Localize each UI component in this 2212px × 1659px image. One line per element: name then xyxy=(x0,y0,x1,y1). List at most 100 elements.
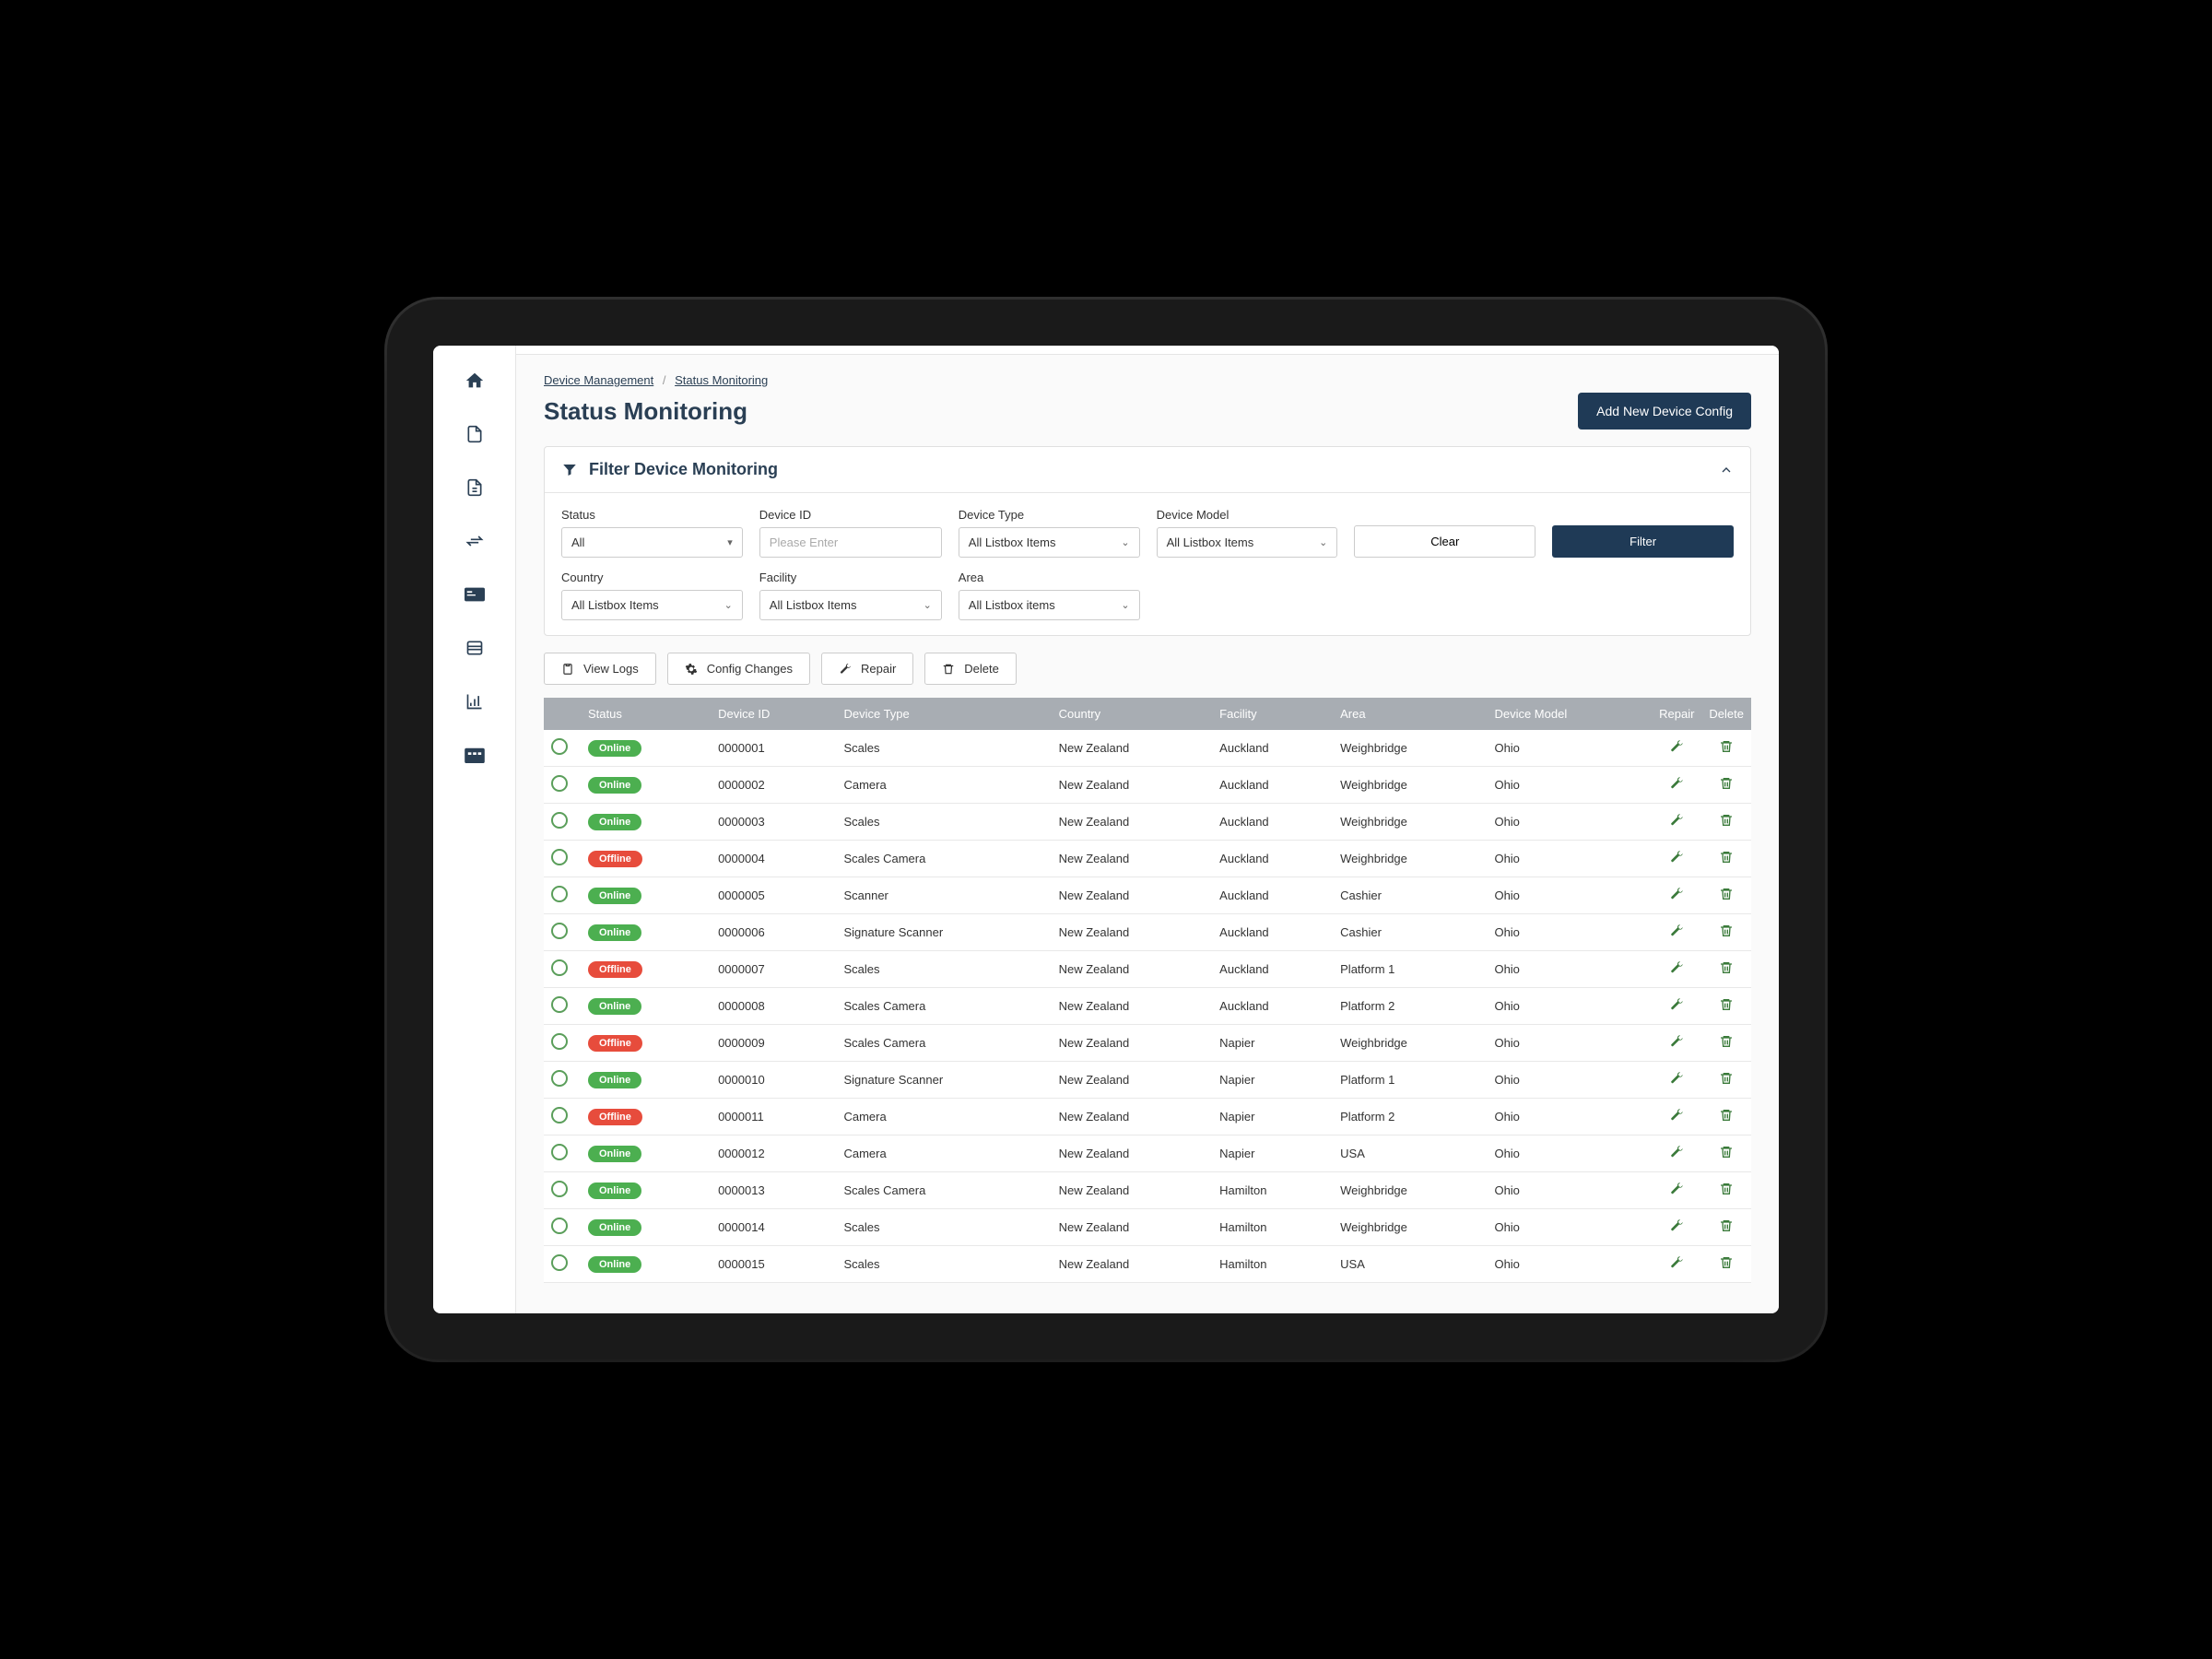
add-device-button[interactable]: Add New Device Config xyxy=(1578,393,1751,429)
facility-cell: Auckland xyxy=(1212,877,1333,914)
delete-row-button[interactable] xyxy=(1701,914,1751,951)
area-cell: Weighbridge xyxy=(1333,1025,1487,1062)
delete-row-button[interactable] xyxy=(1701,1062,1751,1099)
breadcrumb-current[interactable]: Status Monitoring xyxy=(675,373,768,387)
delete-row-button[interactable] xyxy=(1701,1209,1751,1246)
repair-row-button[interactable] xyxy=(1652,914,1701,951)
row-radio[interactable] xyxy=(551,1107,568,1124)
document-icon[interactable] xyxy=(463,422,487,446)
area-cell: Weighbridge xyxy=(1333,1209,1487,1246)
tablet-frame: Device Management / Status Monitoring St… xyxy=(387,300,1825,1359)
chart-icon[interactable] xyxy=(463,689,487,713)
card-icon[interactable] xyxy=(463,582,487,606)
country-select[interactable]: All Listbox Items ⌄ xyxy=(561,590,743,620)
device-id-cell: 0000006 xyxy=(711,914,836,951)
country-cell: New Zealand xyxy=(1052,1062,1213,1099)
calendar-icon[interactable] xyxy=(463,743,487,767)
repair-row-button[interactable] xyxy=(1652,988,1701,1025)
repair-button[interactable]: Repair xyxy=(821,653,913,685)
device-type-cell: Scales xyxy=(836,804,1051,841)
delete-row-button[interactable] xyxy=(1701,988,1751,1025)
row-radio[interactable] xyxy=(551,1181,568,1197)
row-radio[interactable] xyxy=(551,812,568,829)
delete-row-button[interactable] xyxy=(1701,841,1751,877)
delete-row-button[interactable] xyxy=(1701,730,1751,767)
chevron-down-icon: ⌄ xyxy=(1121,599,1129,611)
delete-row-button[interactable] xyxy=(1701,1246,1751,1283)
model-cell: Ohio xyxy=(1487,804,1652,841)
row-radio[interactable] xyxy=(551,1070,568,1087)
filter-header[interactable]: Filter Device Monitoring xyxy=(545,447,1750,493)
repair-row-button[interactable] xyxy=(1652,1246,1701,1283)
transfer-icon[interactable] xyxy=(463,529,487,553)
row-radio[interactable] xyxy=(551,923,568,939)
device-id-cell: 0000001 xyxy=(711,730,836,767)
delete-row-button[interactable] xyxy=(1701,1099,1751,1135)
delete-row-button[interactable] xyxy=(1701,1025,1751,1062)
repair-row-button[interactable] xyxy=(1652,877,1701,914)
area-cell: Platform 1 xyxy=(1333,1062,1487,1099)
repair-row-button[interactable] xyxy=(1652,804,1701,841)
status-badge: Online xyxy=(588,814,641,830)
repair-row-button[interactable] xyxy=(1652,730,1701,767)
country-cell: New Zealand xyxy=(1052,914,1213,951)
model-cell: Ohio xyxy=(1487,1025,1652,1062)
screen: Device Management / Status Monitoring St… xyxy=(433,346,1779,1313)
filter-button[interactable]: Filter xyxy=(1552,525,1734,558)
facility-select[interactable]: All Listbox Items ⌄ xyxy=(759,590,942,620)
status-select[interactable]: All ▾ xyxy=(561,527,743,558)
row-radio[interactable] xyxy=(551,1144,568,1160)
gear-icon xyxy=(685,663,698,676)
repair-row-button[interactable] xyxy=(1652,767,1701,804)
repair-row-button[interactable] xyxy=(1652,1209,1701,1246)
row-radio[interactable] xyxy=(551,1254,568,1271)
list-icon[interactable] xyxy=(463,636,487,660)
repair-row-button[interactable] xyxy=(1652,1099,1701,1135)
delete-row-button[interactable] xyxy=(1701,1135,1751,1172)
device-type-cell: Camera xyxy=(836,1099,1051,1135)
delete-row-button[interactable] xyxy=(1701,877,1751,914)
delete-row-button[interactable] xyxy=(1701,767,1751,804)
facility-cell: Hamilton xyxy=(1212,1172,1333,1209)
country-cell: New Zealand xyxy=(1052,804,1213,841)
status-badge: Online xyxy=(588,1219,641,1236)
row-radio[interactable] xyxy=(551,886,568,902)
table-row: Offline0000007ScalesNew ZealandAucklandP… xyxy=(544,951,1751,988)
repair-row-button[interactable] xyxy=(1652,1135,1701,1172)
table-header: StatusDevice IDDevice TypeCountryFacilit… xyxy=(544,698,1751,730)
device-id-cell: 0000009 xyxy=(711,1025,836,1062)
delete-row-button[interactable] xyxy=(1701,1172,1751,1209)
row-radio[interactable] xyxy=(551,1033,568,1050)
table-row: Offline0000004Scales CameraNew ZealandAu… xyxy=(544,841,1751,877)
config-changes-button[interactable]: Config Changes xyxy=(667,653,810,685)
model-cell: Ohio xyxy=(1487,730,1652,767)
area-select[interactable]: All Listbox items ⌄ xyxy=(959,590,1140,620)
row-radio[interactable] xyxy=(551,959,568,976)
facility-cell: Auckland xyxy=(1212,914,1333,951)
repair-row-button[interactable] xyxy=(1652,841,1701,877)
row-radio[interactable] xyxy=(551,1218,568,1234)
clear-button[interactable]: Clear xyxy=(1354,525,1535,558)
status-badge: Online xyxy=(588,1072,641,1088)
breadcrumb-parent[interactable]: Device Management xyxy=(544,373,653,387)
chevron-up-icon[interactable] xyxy=(1719,463,1734,477)
table-column-header xyxy=(544,698,581,730)
row-radio[interactable] xyxy=(551,996,568,1013)
repair-row-button[interactable] xyxy=(1652,951,1701,988)
repair-row-button[interactable] xyxy=(1652,1062,1701,1099)
delete-row-button[interactable] xyxy=(1701,951,1751,988)
home-icon[interactable] xyxy=(463,369,487,393)
device-id-input[interactable] xyxy=(759,527,942,558)
repair-row-button[interactable] xyxy=(1652,1172,1701,1209)
delete-button[interactable]: Delete xyxy=(924,653,1017,685)
country-cell: New Zealand xyxy=(1052,767,1213,804)
row-radio[interactable] xyxy=(551,849,568,865)
view-logs-button[interactable]: View Logs xyxy=(544,653,656,685)
row-radio[interactable] xyxy=(551,775,568,792)
delete-row-button[interactable] xyxy=(1701,804,1751,841)
device-model-select[interactable]: All Listbox Items ⌄ xyxy=(1157,527,1338,558)
row-radio[interactable] xyxy=(551,738,568,755)
repair-row-button[interactable] xyxy=(1652,1025,1701,1062)
device-type-select[interactable]: All Listbox Items ⌄ xyxy=(959,527,1140,558)
file-text-icon[interactable] xyxy=(463,476,487,500)
